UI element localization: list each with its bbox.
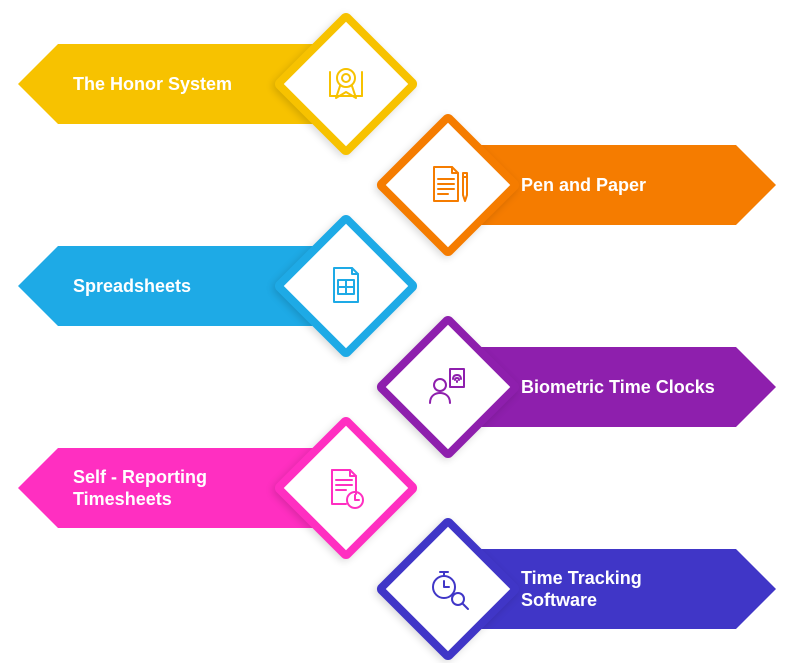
- arrow-track-label: Time Tracking Software: [521, 567, 721, 612]
- diamond-bio: [396, 335, 500, 439]
- fingerprint-icon: [396, 335, 500, 439]
- paper-pen-icon: [396, 133, 500, 237]
- infographic-stage: The Honor System Pen and Paper: [0, 0, 800, 647]
- diamond-pen: [396, 133, 500, 237]
- stopwatch-search-icon: [396, 537, 500, 641]
- diamond-honor: [294, 32, 398, 136]
- diamond-track: [396, 537, 500, 641]
- doc-clock-icon: [294, 436, 398, 540]
- diamond-self: [294, 436, 398, 540]
- arrow-bio-label: Biometric Time Clocks: [521, 376, 715, 399]
- arrow-pen-label: Pen and Paper: [521, 174, 646, 197]
- diamond-sheets: [294, 234, 398, 338]
- grid-doc-icon: [294, 234, 398, 338]
- arrow-sheets-label: Spreadsheets: [73, 275, 191, 298]
- award-icon: [294, 32, 398, 136]
- arrow-self-label: Self - Reporting Timesheets: [73, 466, 273, 511]
- arrow-honor-label: The Honor System: [73, 73, 232, 96]
